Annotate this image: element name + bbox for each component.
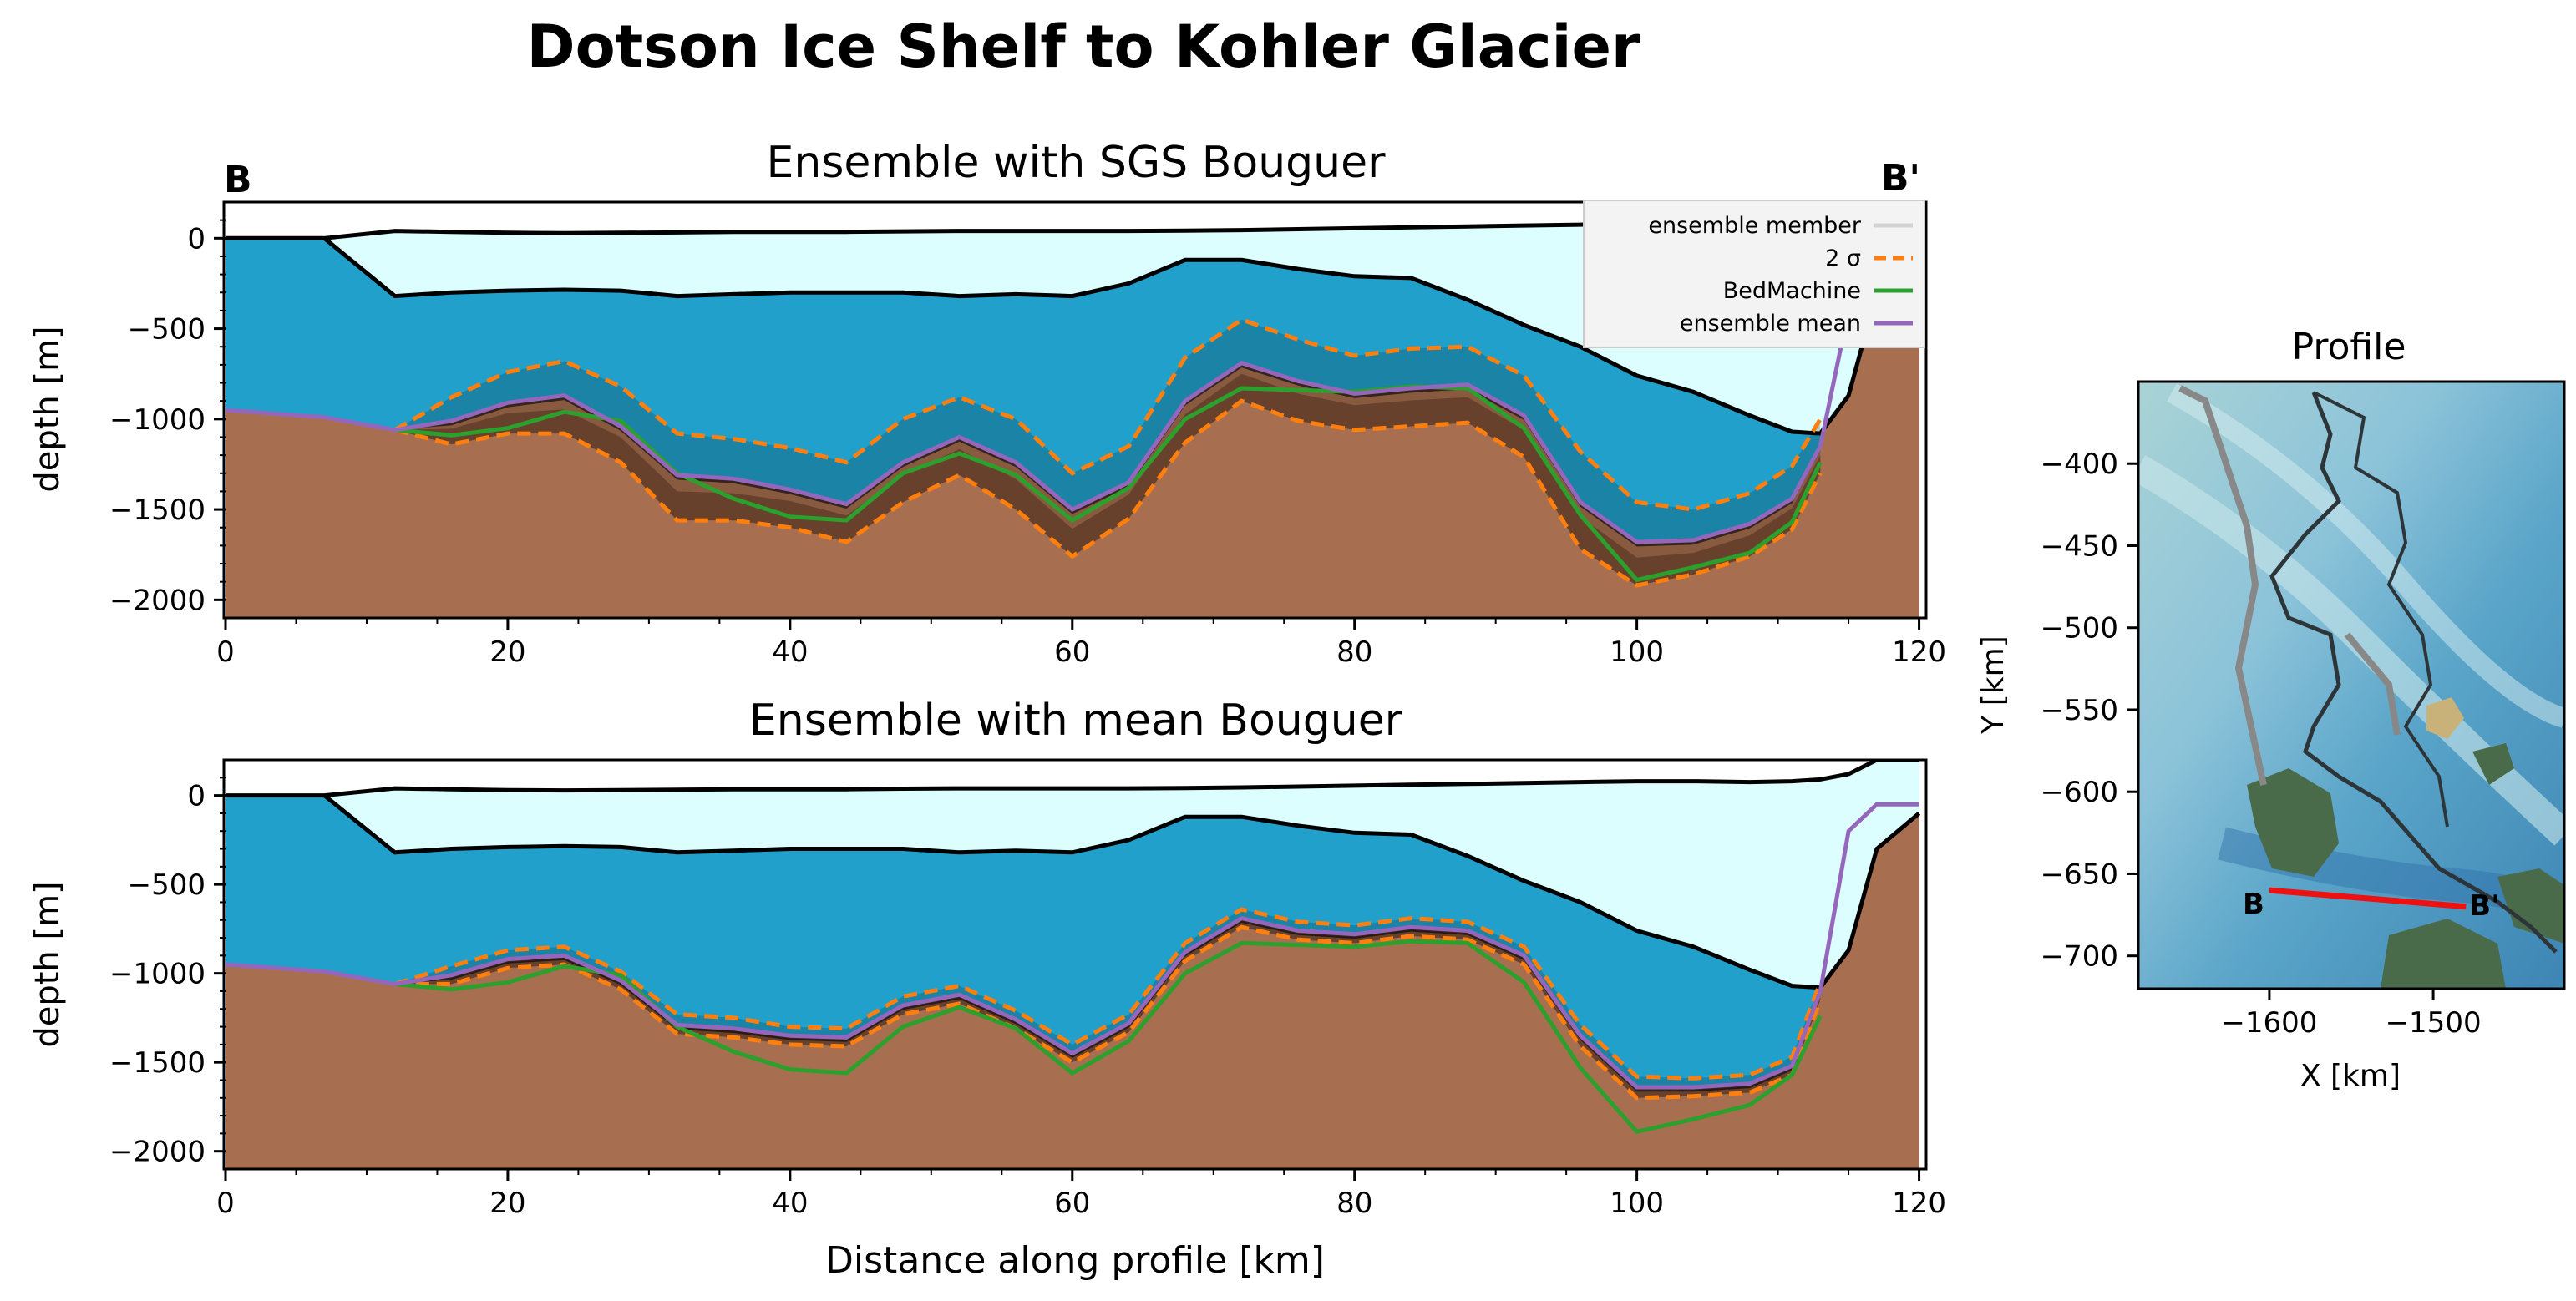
x-tick-label: 60 bbox=[1054, 1187, 1090, 1220]
x-tick-label: 20 bbox=[489, 1187, 525, 1220]
ice-shelf bbox=[226, 760, 1919, 988]
x-tick-label: 120 bbox=[1892, 635, 1946, 669]
x-tick-label: 80 bbox=[1336, 635, 1372, 669]
legend-entry-ensemble-member: ensemble member bbox=[1648, 213, 1862, 239]
plot-area bbox=[226, 760, 1921, 1169]
x-axis-label: Distance along profile [km] bbox=[825, 1239, 1325, 1282]
y-tick-label: −600 bbox=[2041, 776, 2118, 809]
x-tick-label: 20 bbox=[489, 635, 525, 669]
y-tick-label: −1000 bbox=[109, 958, 205, 991]
legend-entry-ensemble-mean: ensemble mean bbox=[1680, 311, 1861, 337]
profile-line bbox=[2269, 887, 2467, 910]
ice-base-line bbox=[322, 793, 1921, 990]
y-tick-label: −700 bbox=[2041, 940, 2118, 974]
corner-label-b-prime: B' bbox=[1881, 157, 1920, 200]
corner-label-b: B bbox=[224, 159, 252, 201]
plot-frame bbox=[222, 200, 1928, 620]
series-bedmachine bbox=[394, 384, 1823, 583]
bedrock bbox=[226, 804, 1919, 1169]
profile-start-label: B bbox=[2243, 888, 2264, 921]
ice-front bbox=[2178, 385, 2267, 786]
rock-outcrop bbox=[2426, 697, 2464, 739]
legend-entry-bedmachine: BedMachine bbox=[1723, 278, 1861, 304]
y-axis: 0 −500 −1000 −1500 −2000 bbox=[109, 777, 226, 1169]
x-tick-label: 0 bbox=[216, 635, 235, 669]
series-bedmachine bbox=[394, 939, 1823, 1135]
panel-profile-map: Profile B B' −1600 −1500 −400 −450 −500 −550… bbox=[1976, 326, 2566, 1093]
legend-box bbox=[1583, 200, 1925, 348]
panel-mean-bouguer: Ensemble with mean Bouguer 0 20 40 60 80 100 1… bbox=[28, 696, 1946, 1282]
panel-title: Ensemble with SGS Bouguer bbox=[767, 138, 1387, 188]
x-tick-label: −1600 bbox=[2221, 1006, 2317, 1040]
series-2-sigma-lower bbox=[394, 924, 1823, 1101]
y-tick-label: −1000 bbox=[109, 403, 205, 437]
plot-frame bbox=[222, 758, 1928, 1171]
y-tick-label: −550 bbox=[2041, 694, 2118, 727]
rock-outcrop bbox=[2472, 743, 2514, 785]
panel-title: Ensemble with mean Bouguer bbox=[749, 696, 1403, 746]
figure-title: Dotson Ice Shelf to Kohler Glacier bbox=[527, 13, 1640, 81]
x-tick-label: −1500 bbox=[2386, 1006, 2482, 1040]
ice-surface-line bbox=[226, 760, 1919, 798]
rock-outcrop bbox=[2381, 919, 2506, 989]
series-ensemble-mean bbox=[226, 802, 1919, 1090]
rock-outcrop bbox=[2247, 768, 2339, 877]
x-axis: 0 20 40 60 80 100 120 bbox=[216, 618, 1946, 669]
series-2-sigma-lower bbox=[394, 398, 1823, 588]
y-axis-label: Y [km] bbox=[1976, 635, 2011, 734]
x-tick-label: 100 bbox=[1610, 1187, 1664, 1220]
water-column bbox=[226, 795, 1919, 1087]
x-axis: 0 20 40 60 80 100 120 bbox=[216, 1169, 1946, 1220]
ensemble-spread-core bbox=[394, 373, 1821, 585]
legend-entry-2-sigma: 2 σ bbox=[1825, 246, 1861, 271]
y-tick-label: −1500 bbox=[109, 494, 205, 527]
ice-streak bbox=[2167, 383, 2564, 728]
y-axis: −400 −450 −500 −550 −600 −650 −700 bbox=[2041, 448, 2138, 974]
x-axis: −1600 −1500 bbox=[2221, 989, 2482, 1040]
x-tick-label: 40 bbox=[772, 1187, 808, 1220]
profile-end-label: B' bbox=[2469, 889, 2499, 923]
series-2-sigma-upper bbox=[394, 907, 1823, 1081]
ice-base-line bbox=[322, 236, 1920, 436]
x-tick-label: 80 bbox=[1336, 1187, 1372, 1220]
x-tick-label: 0 bbox=[216, 1187, 235, 1220]
x-tick-label: 120 bbox=[1892, 1187, 1946, 1220]
grounding-line bbox=[2313, 391, 2449, 828]
x-tick-label: 60 bbox=[1054, 635, 1090, 669]
y-tick-label: −500 bbox=[2041, 612, 2118, 645]
ice-front bbox=[2344, 632, 2401, 736]
map-frame bbox=[2137, 380, 2566, 990]
panel-title: Profile bbox=[2292, 326, 2406, 368]
rock-outcrop bbox=[2497, 868, 2564, 944]
y-tick-label: −500 bbox=[128, 313, 205, 347]
y-tick-label: −1500 bbox=[109, 1046, 205, 1080]
x-axis-label: X [km] bbox=[2300, 1059, 2401, 1093]
y-tick-label: −500 bbox=[128, 868, 205, 902]
y-axis-label: depth [m] bbox=[28, 881, 67, 1047]
y-tick-label: −400 bbox=[2041, 448, 2118, 481]
grounding-line bbox=[2269, 392, 2558, 954]
map-area bbox=[2138, 382, 2564, 989]
y-tick-label: −450 bbox=[2041, 529, 2118, 563]
panel-sgs-bouguer: Ensemble with SGS Bouguer B B' 0 20 40 60 80… bbox=[28, 138, 1946, 669]
y-tick-label: −2000 bbox=[109, 1136, 205, 1169]
series-2-sigma-upper bbox=[393, 316, 1823, 512]
ice-shelf bbox=[226, 221, 1919, 434]
y-tick-label: −650 bbox=[2041, 858, 2118, 891]
x-tick-label: 40 bbox=[772, 635, 808, 669]
x-tick-label: 100 bbox=[1610, 635, 1664, 669]
legend: ensemble member 2 σ BedMachine ensemble … bbox=[1583, 200, 1925, 348]
y-tick-label: 0 bbox=[187, 222, 205, 256]
bedrock bbox=[226, 292, 1919, 618]
plot-area bbox=[226, 220, 1920, 618]
series-ensemble-mean bbox=[226, 290, 1919, 544]
y-tick-label: 0 bbox=[187, 780, 205, 813]
y-tick-label: −2000 bbox=[109, 584, 205, 617]
y-axis-label: depth [m] bbox=[28, 326, 67, 492]
y-axis: 0 −500 −1000 −1500 −2000 bbox=[109, 219, 226, 617]
